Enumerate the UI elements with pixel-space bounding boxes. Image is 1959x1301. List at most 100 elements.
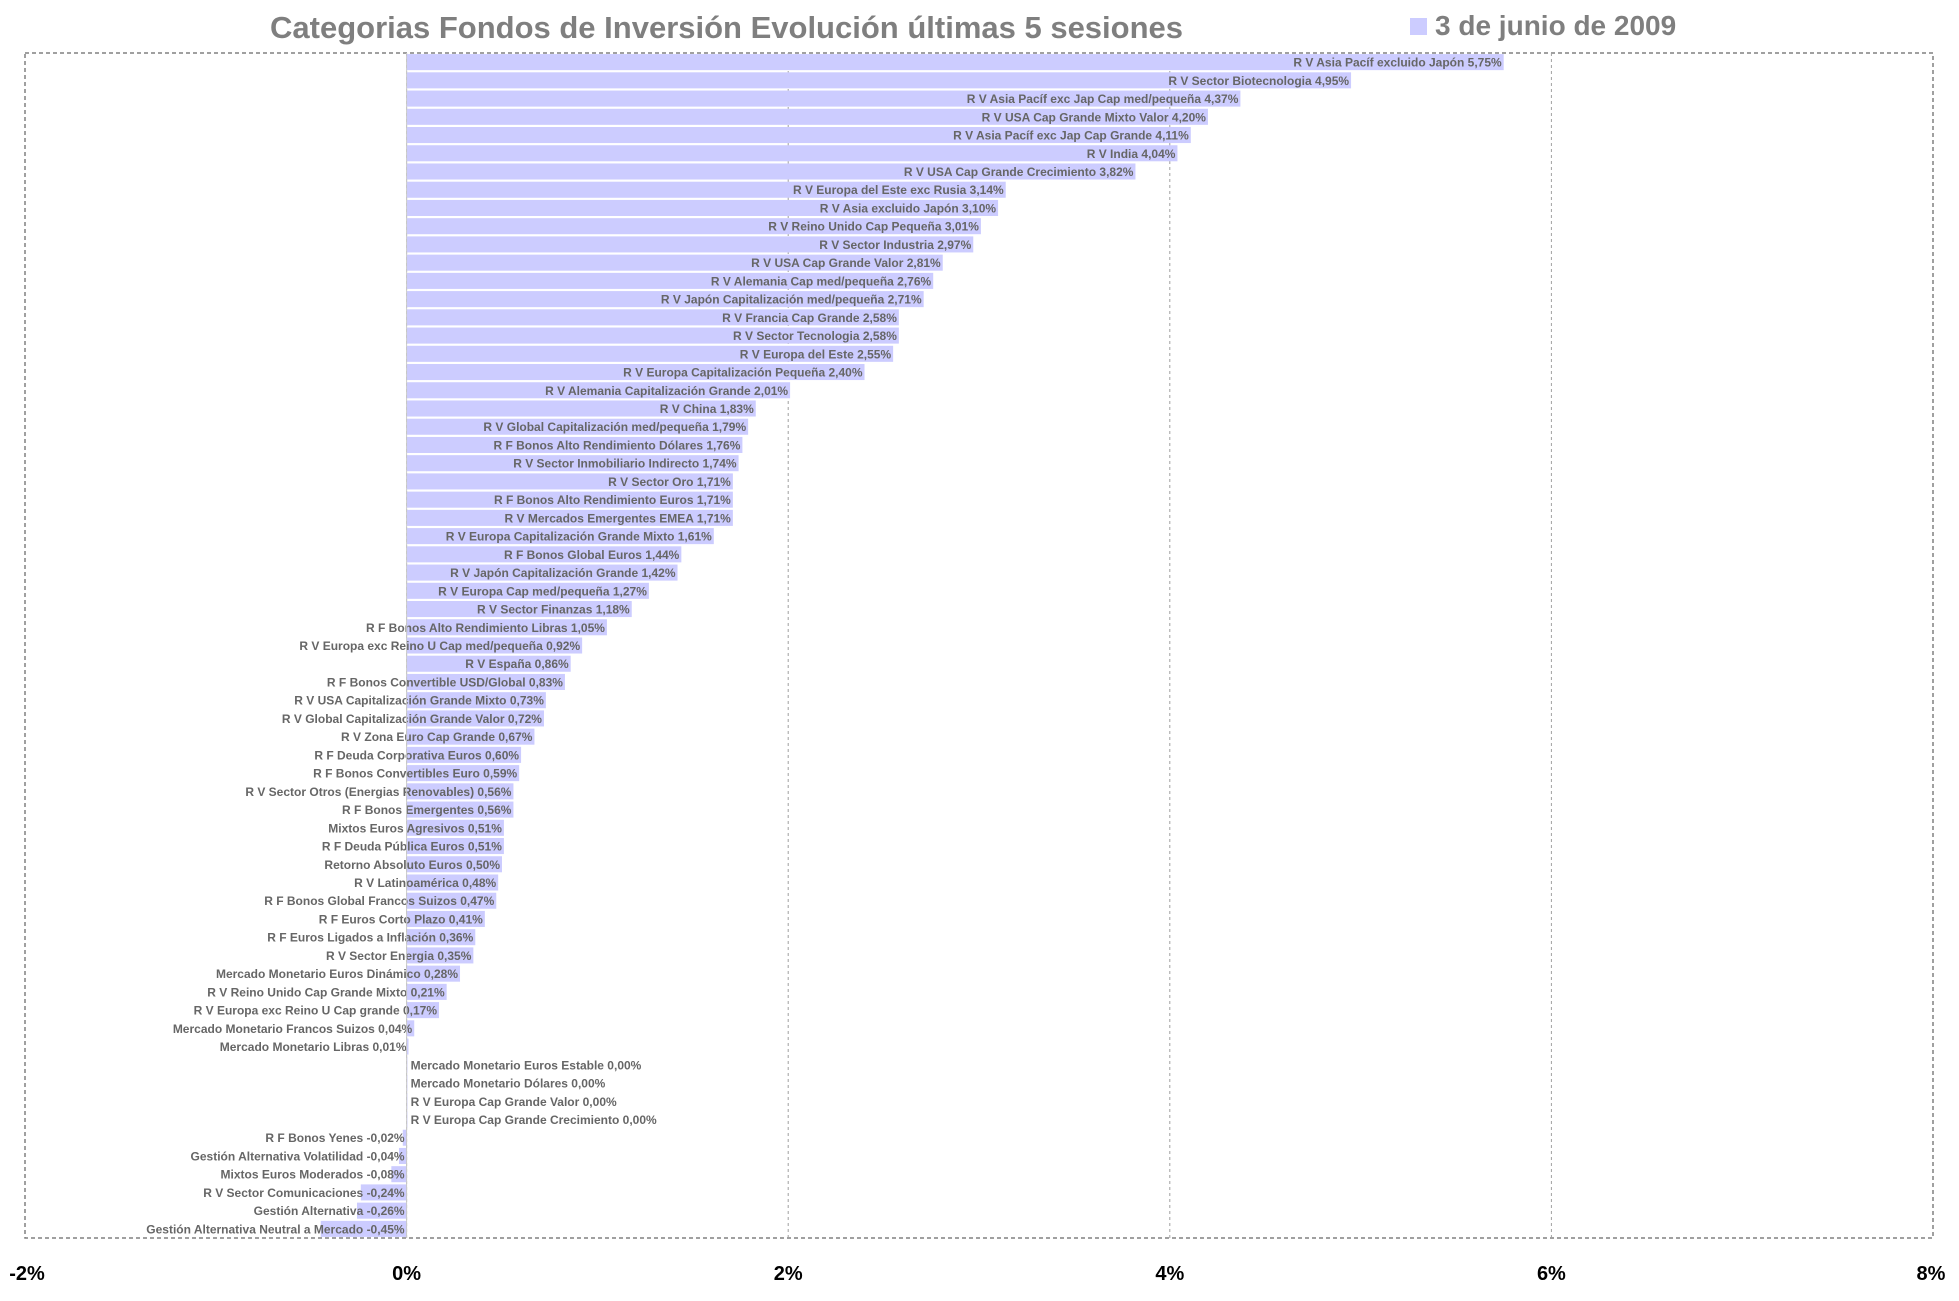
- bar-label: R V Europa Capitalización Grande Mixto 1…: [446, 530, 712, 544]
- bar: [402, 1129, 407, 1146]
- bar: [406, 619, 607, 636]
- bar-label: R V Japón Capitalización med/pequeña 2,7…: [661, 293, 922, 307]
- bar-label: R V Latinoamérica 0,48%: [354, 876, 496, 890]
- bar: [320, 1220, 407, 1237]
- bar-label: R V Asia Pacíf excluido Japón 5,75%: [1293, 56, 1502, 70]
- bar: [406, 528, 714, 545]
- bar-label: R V Europa Cap Grande Valor 0,00%: [411, 1095, 617, 1109]
- bar-label: R V Asia Pacíf exc Jap Cap med/pequeña 4…: [967, 92, 1239, 106]
- bar-label: R V China 1,83%: [660, 402, 754, 416]
- bar: [406, 236, 974, 253]
- bar-label: R V Alemania Capitalización Grande 2,01%: [545, 384, 788, 398]
- bar: [406, 1020, 415, 1037]
- bar-label: R F Bonos Global Euros 1,44%: [504, 548, 680, 562]
- bar-label: R V Europa Cap med/pequeña 1,27%: [438, 584, 647, 598]
- bar-label: R V Alemania Cap med/pequeña 2,76%: [711, 274, 932, 288]
- bar: [406, 199, 999, 216]
- bar-label: R V Mercados Emergentes EMEA 1,71%: [505, 511, 732, 525]
- bar: [406, 127, 1191, 144]
- bar-label: R V Sector Finanzas 1,18%: [477, 603, 630, 617]
- bar-label: R V Europa del Este 2,55%: [740, 347, 892, 361]
- bar-label: R V Sector Oro 1,71%: [608, 475, 731, 489]
- bar: [406, 892, 497, 909]
- bar-label: R V Global Capitalización Grande Valor 0…: [282, 712, 542, 726]
- bar-label: R V Sector Tecnologia 2,58%: [733, 329, 897, 343]
- bar: [406, 637, 583, 654]
- bar-label: R V Europa exc Reino U Cap grande 0,17%: [194, 1004, 438, 1018]
- bar: [406, 1002, 440, 1019]
- bar-label: Gestión Alternativa -0,26%: [254, 1204, 405, 1218]
- bar: [406, 181, 1006, 198]
- bar-label: Gestión Alternativa Neutral a Mercado -0…: [146, 1222, 405, 1236]
- legend: 3 de junio de 2009: [1410, 10, 1676, 42]
- bar: [406, 947, 474, 964]
- bar: [406, 254, 943, 271]
- bar: [406, 856, 502, 873]
- bar: [406, 983, 447, 1000]
- bar: [360, 1184, 407, 1201]
- bar: [406, 564, 678, 581]
- bar: [406, 655, 571, 672]
- bar-label: R V Japón Capitalización Grande 1,42%: [450, 566, 676, 580]
- bar: [406, 400, 756, 417]
- bar-label: Mercado Monetario Euros Estable 0,00%: [411, 1058, 642, 1072]
- bar-label: Mercado Monetario Libras 0,01%: [220, 1040, 407, 1054]
- bar: [406, 418, 749, 435]
- bar: [406, 910, 485, 927]
- bar-label: Gestión Alternativa Volatilidad -0,04%: [191, 1149, 405, 1163]
- bar-label: R V España 0,86%: [465, 657, 569, 671]
- bar-label: R F Bonos Yenes -0,02%: [265, 1131, 404, 1145]
- plot-frame: [24, 52, 1934, 1239]
- bar: [406, 345, 894, 362]
- bar: [406, 965, 461, 982]
- bar: [406, 874, 499, 891]
- bar-label: R F Bonos Global Francos Suizos 0,47%: [264, 894, 494, 908]
- bar-label: R F Euros Corto Plazo 0,41%: [319, 912, 483, 926]
- bar: [406, 491, 733, 508]
- bar-label: R F Bonos Alto Rendimiento Libras 1,05%: [366, 621, 605, 635]
- bar: [406, 692, 546, 709]
- bar: [406, 819, 504, 836]
- bar-label: Mercado Monetario Francos Suizos 0,04%: [173, 1022, 413, 1036]
- x-tick-label: 2%: [774, 1263, 803, 1285]
- bar-label: R V Reino Unido Cap Grande Mixto 0,21%: [207, 985, 445, 999]
- x-tick-label: 8%: [1917, 1263, 1946, 1285]
- bar: [391, 1166, 407, 1183]
- bar-label: R V Global Capitalización med/pequeña 1,…: [483, 420, 746, 434]
- bar-label: Retorno Absoluto Euros 0,50%: [324, 858, 500, 872]
- bar: [406, 272, 934, 289]
- bar-label: R V Reino Unido Cap Pequeña 3,01%: [768, 220, 979, 234]
- bar-label: R V Sector Industria 2,97%: [819, 238, 971, 252]
- bar-label: R V Europa exc Reino U Cap med/pequeña 0…: [299, 639, 580, 653]
- bar: [406, 54, 1504, 71]
- bar: [406, 90, 1241, 107]
- bar: [406, 783, 514, 800]
- bar-label: R F Euros Ligados a Inflación 0,36%: [267, 931, 473, 945]
- bar-label: R V USA Cap Grande Crecimiento 3,82%: [904, 165, 1134, 179]
- bar: [356, 1202, 407, 1219]
- chart-title: Categorias Fondos de Inversión Evolución…: [270, 10, 1184, 45]
- bar: [406, 455, 739, 472]
- x-tick-label: -2%: [9, 1263, 45, 1285]
- bar-label: R F Bonos Convertibles Euro 0,59%: [313, 767, 517, 781]
- bar-label: R V Sector Energia 0,35%: [326, 949, 472, 963]
- bar: [406, 710, 544, 727]
- bar: [406, 601, 632, 618]
- bar-label: R V Sector Otros (Energias Renovables) 0…: [245, 785, 511, 799]
- x-tick-label: 4%: [1155, 1263, 1184, 1285]
- bar: [406, 163, 1136, 180]
- bar-label: R F Deuda Corporativa Euros 0,60%: [314, 748, 519, 762]
- bar: [406, 327, 899, 344]
- bar: [406, 801, 514, 818]
- bar: [406, 546, 682, 563]
- bar: [406, 291, 924, 308]
- legend-swatch: [1410, 17, 1427, 35]
- bar-label: R F Bonos Convertible USD/Global 0,83%: [327, 675, 563, 689]
- bar-label: R V Europa Cap Grande Crecimiento 0,00%: [411, 1113, 657, 1127]
- bar: [406, 582, 649, 599]
- bar-label: R V Francia Cap Grande 2,58%: [722, 311, 897, 325]
- x-tick-label: 6%: [1537, 1263, 1566, 1285]
- bar-label: R F Bonos Alto Rendimiento Euros 1,71%: [494, 493, 731, 507]
